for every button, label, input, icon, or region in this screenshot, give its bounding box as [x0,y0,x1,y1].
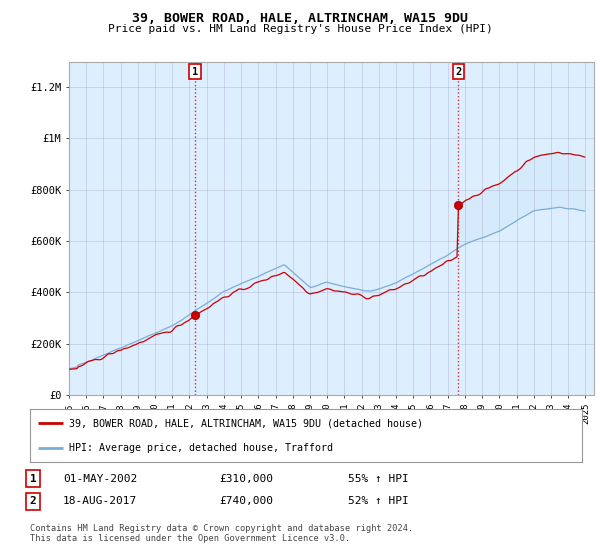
Text: 1: 1 [192,67,198,77]
Text: 52% ↑ HPI: 52% ↑ HPI [348,496,409,506]
Text: HPI: Average price, detached house, Trafford: HPI: Average price, detached house, Traf… [68,442,332,452]
Text: 1: 1 [29,474,37,484]
Text: £740,000: £740,000 [219,496,273,506]
Text: 2: 2 [455,67,461,77]
Text: 39, BOWER ROAD, HALE, ALTRINCHAM, WA15 9DU: 39, BOWER ROAD, HALE, ALTRINCHAM, WA15 9… [132,12,468,25]
Text: 18-AUG-2017: 18-AUG-2017 [63,496,137,506]
Text: Price paid vs. HM Land Registry's House Price Index (HPI): Price paid vs. HM Land Registry's House … [107,24,493,34]
Text: 2: 2 [29,496,37,506]
Text: 01-MAY-2002: 01-MAY-2002 [63,474,137,484]
Text: £310,000: £310,000 [219,474,273,484]
Text: 55% ↑ HPI: 55% ↑ HPI [348,474,409,484]
Text: 39, BOWER ROAD, HALE, ALTRINCHAM, WA15 9DU (detached house): 39, BOWER ROAD, HALE, ALTRINCHAM, WA15 9… [68,418,422,428]
Text: Contains HM Land Registry data © Crown copyright and database right 2024.
This d: Contains HM Land Registry data © Crown c… [30,524,413,543]
